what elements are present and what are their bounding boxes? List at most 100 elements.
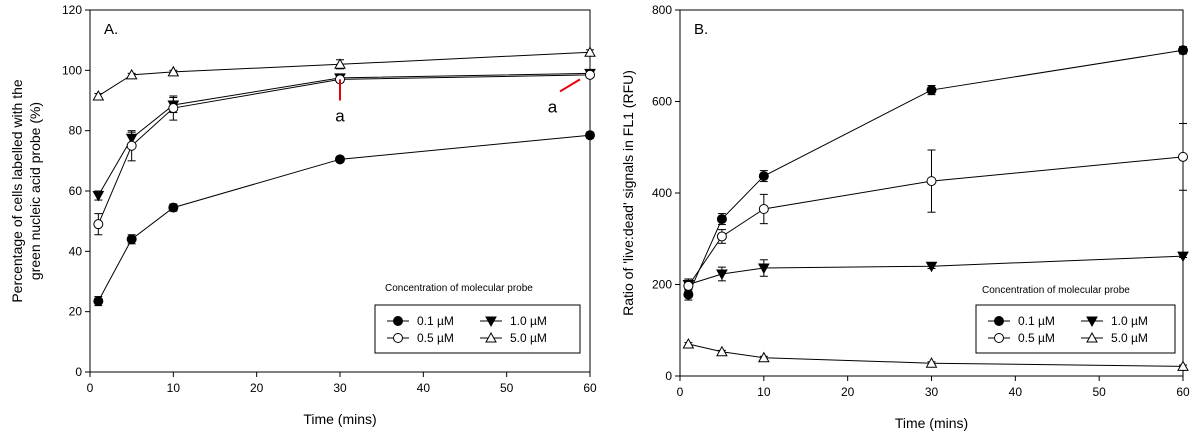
data-point [92,89,105,101]
y-tick-label: 0 [75,365,82,379]
data-point [683,280,694,291]
legend-box [975,304,1176,354]
annotation-arrow [559,78,581,93]
legend-label: 1.0 µM [510,314,547,328]
series-5-0-M [682,337,1189,371]
data-point [335,154,345,165]
x-tick-label: 0 [87,381,94,395]
data-point [1177,360,1189,371]
series-1-0-M [682,251,1189,291]
series-1-0-M [92,68,596,202]
data-point [585,130,595,141]
legend-label: 0.1 µM [417,314,454,328]
legend-label: 5.0 µM [1111,331,1148,345]
y-tick-label: 120 [62,3,82,17]
legend-marker [1086,316,1098,328]
series-0-5-M [93,69,595,236]
data-point [926,85,937,96]
data-point [716,345,728,357]
legend-marker [1086,331,1098,343]
data-point [167,65,180,77]
data-point [92,191,105,202]
x-axis-label: Time (mins) [895,415,968,431]
data-point [584,46,596,57]
data-point [334,58,346,69]
data-point [757,263,770,275]
data-point [925,357,938,368]
panel-label: B. [694,21,708,38]
legend-marker [393,316,403,326]
y-tick-label: 40 [69,244,83,258]
x-tick-label: 50 [1092,385,1106,399]
data-point [1178,45,1188,56]
data-point [758,204,769,215]
data-point [682,337,695,349]
data-point [758,171,769,182]
legend-marker [485,316,497,328]
y-axis-label-line-1: Percentage of cells labelled with the [9,79,25,303]
data-point [716,269,728,281]
legend: 0.1 µM 1.0 µM 0.5 µM 5.0 µM [975,304,1176,354]
y-tick-label: 80 [69,124,83,138]
annotation-label: a [548,98,558,117]
legend-label: 1.0 µM [1111,314,1148,328]
x-axis-label: Time (mins) [303,411,376,427]
y-tick-label: 60 [69,184,83,198]
legend-marker [994,316,1004,326]
series-5-0-M [92,46,596,101]
y-tick-label: 20 [69,305,83,319]
legend-label: 0.5 µM [1018,331,1055,345]
legend-marker [994,333,1004,343]
series-line [97,72,591,196]
x-tick-label: 60 [583,381,597,395]
y-tick-label: 100 [62,63,82,77]
x-tick-label: 60 [1176,385,1190,399]
legend-item: 0.1 µM [387,314,454,328]
y-tick-label: 200 [652,278,672,292]
data-point [1178,151,1188,162]
x-tick-label: 10 [757,385,771,399]
legend-label: 5.0 µM [510,331,547,345]
data-point [925,261,938,273]
legend-item: 1.0 µM [1081,314,1148,328]
data-point [1177,251,1189,263]
legend-item: 0.5 µM [988,331,1055,345]
x-tick-label: 30 [925,385,939,399]
x-tick-label: 30 [333,381,347,395]
legend-item: 5.0 µM [1081,331,1148,345]
y-tick-label: 800 [652,3,672,17]
data-point [716,231,727,242]
data-point [585,69,595,80]
legend-title: Concentration of molecular probe [982,285,1130,296]
x-tick-label: 50 [500,381,514,395]
data-point [126,234,137,245]
data-point [716,214,727,225]
legend-item: 0.1 µM [988,314,1055,328]
data-point [93,219,104,230]
legend-label: 0.5 µM [417,331,454,345]
data-point [168,103,179,114]
data-point [93,296,104,307]
legend-item: 0.5 µM [387,331,454,345]
x-tick-label: 20 [250,381,264,395]
y-axis-label-line-1: Ratio of 'live:dead' signals in FL1 (RFU… [620,70,636,316]
legend-item: 1.0 µM [480,314,547,328]
y-tick-label: 0 [665,369,672,383]
data-point [125,68,138,80]
legend-box [374,304,581,354]
data-point [926,176,937,187]
legend: 0.1 µM 1.0 µM 0.5 µM 5.0 µM [374,304,581,354]
x-tick-label: 40 [1009,385,1023,399]
panel-label: A. [104,21,118,38]
y-tick-label: 600 [652,95,672,109]
legend-item: 5.0 µM [480,331,547,345]
legend-marker [485,331,497,343]
x-tick-label: 40 [417,381,431,395]
data-point [168,202,179,213]
data-point [126,140,137,151]
series-0-1-M [93,130,595,307]
legend-title: Concentration of molecular probe [385,283,533,294]
y-tick-label: 400 [652,186,672,200]
series-0-5-M [683,122,1188,292]
